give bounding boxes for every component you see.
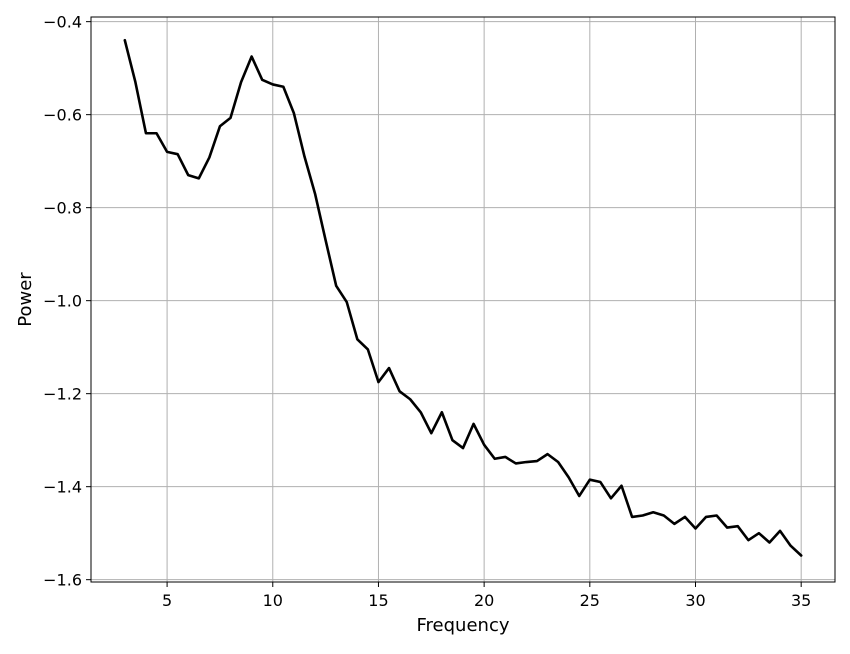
x-tick-label: 15 bbox=[368, 591, 388, 610]
x-tick-label: 20 bbox=[474, 591, 494, 610]
y-tick-label: −1.6 bbox=[43, 571, 82, 590]
x-tick-label: 35 bbox=[791, 591, 811, 610]
plot-frame bbox=[90, 16, 836, 583]
grid bbox=[91, 17, 835, 582]
x-axis-label: Frequency bbox=[417, 615, 510, 636]
series-line bbox=[123, 38, 803, 557]
y-tick-label: −1.0 bbox=[43, 292, 82, 311]
y-tick-label: −0.8 bbox=[43, 199, 82, 218]
x-tick-label: 30 bbox=[685, 591, 705, 610]
y-axis-label: Power bbox=[15, 272, 36, 327]
y-tick-label: −1.4 bbox=[43, 478, 82, 497]
y-tick-label: −0.6 bbox=[43, 106, 82, 125]
y-tick-label: −1.2 bbox=[43, 385, 82, 404]
x-tick-label: 25 bbox=[580, 591, 600, 610]
x-tick-label: 10 bbox=[263, 591, 283, 610]
x-tick-label: 5 bbox=[162, 591, 172, 610]
y-tick-label: −0.4 bbox=[43, 13, 82, 32]
series-layer bbox=[123, 38, 803, 557]
ticks: 5 10 15 20 25 30 35 −0.4 −0.6 −0.8 −1.0 −1.2 −1.4 −1.… bbox=[43, 13, 811, 610]
